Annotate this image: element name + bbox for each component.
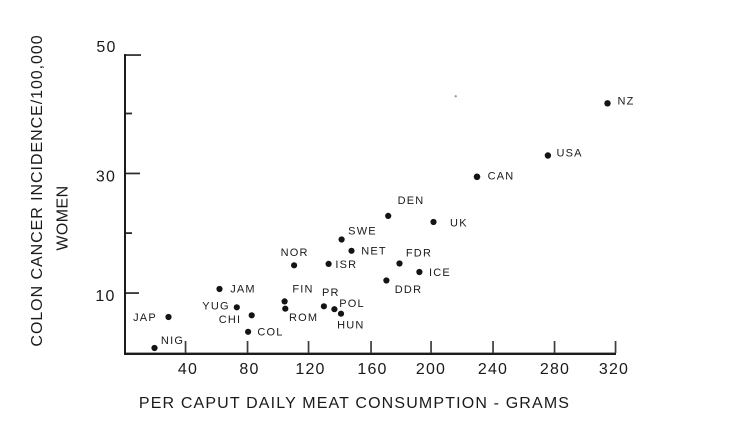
svg-text:120: 120 <box>295 361 325 378</box>
svg-text:USA: USA <box>556 148 582 160</box>
svg-text:JAM: JAM <box>230 283 256 295</box>
svg-text:200: 200 <box>416 361 446 378</box>
svg-text:30: 30 <box>96 168 116 185</box>
svg-text:280: 280 <box>540 361 570 378</box>
svg-text:10: 10 <box>95 288 115 305</box>
svg-text:SWE: SWE <box>348 226 377 238</box>
svg-text:POL: POL <box>339 298 365 310</box>
svg-text:WOMEN: WOMEN <box>55 185 72 250</box>
svg-text:CAN: CAN <box>488 171 515 183</box>
svg-text:320: 320 <box>599 361 629 378</box>
svg-text:COLON CANCER INCIDENCE/100,000: COLON CANCER INCIDENCE/100,000 <box>29 34 46 346</box>
svg-text:NET: NET <box>361 246 387 258</box>
svg-text:ICE: ICE <box>429 267 451 279</box>
svg-text:FIN: FIN <box>292 283 313 295</box>
svg-text:JAP: JAP <box>133 312 157 324</box>
svg-text:CHI: CHI <box>219 314 242 326</box>
svg-text:DEN: DEN <box>398 195 425 207</box>
svg-text:UK: UK <box>450 217 468 229</box>
svg-text:NIG: NIG <box>161 335 184 347</box>
svg-text:50: 50 <box>96 39 116 56</box>
svg-text:160: 160 <box>357 361 387 378</box>
svg-text:NOR: NOR <box>281 247 309 259</box>
svg-text:40: 40 <box>178 361 198 378</box>
svg-text:ISR: ISR <box>335 259 357 271</box>
svg-text:PR: PR <box>322 287 340 299</box>
svg-text:PER CAPUT DAILY MEAT CONSUMPTI: PER CAPUT DAILY MEAT CONSUMPTION - GRAMS <box>139 395 570 412</box>
svg-text:HUN: HUN <box>337 320 364 332</box>
svg-text:DDR: DDR <box>395 284 422 296</box>
svg-text:YUG: YUG <box>202 301 229 313</box>
svg-text:FDR: FDR <box>406 247 432 259</box>
svg-text:ROM: ROM <box>289 312 318 324</box>
svg-text:NZ: NZ <box>617 95 634 107</box>
svg-text:80: 80 <box>239 361 259 378</box>
svg-text:COL: COL <box>257 326 283 338</box>
svg-text:240: 240 <box>478 361 508 378</box>
